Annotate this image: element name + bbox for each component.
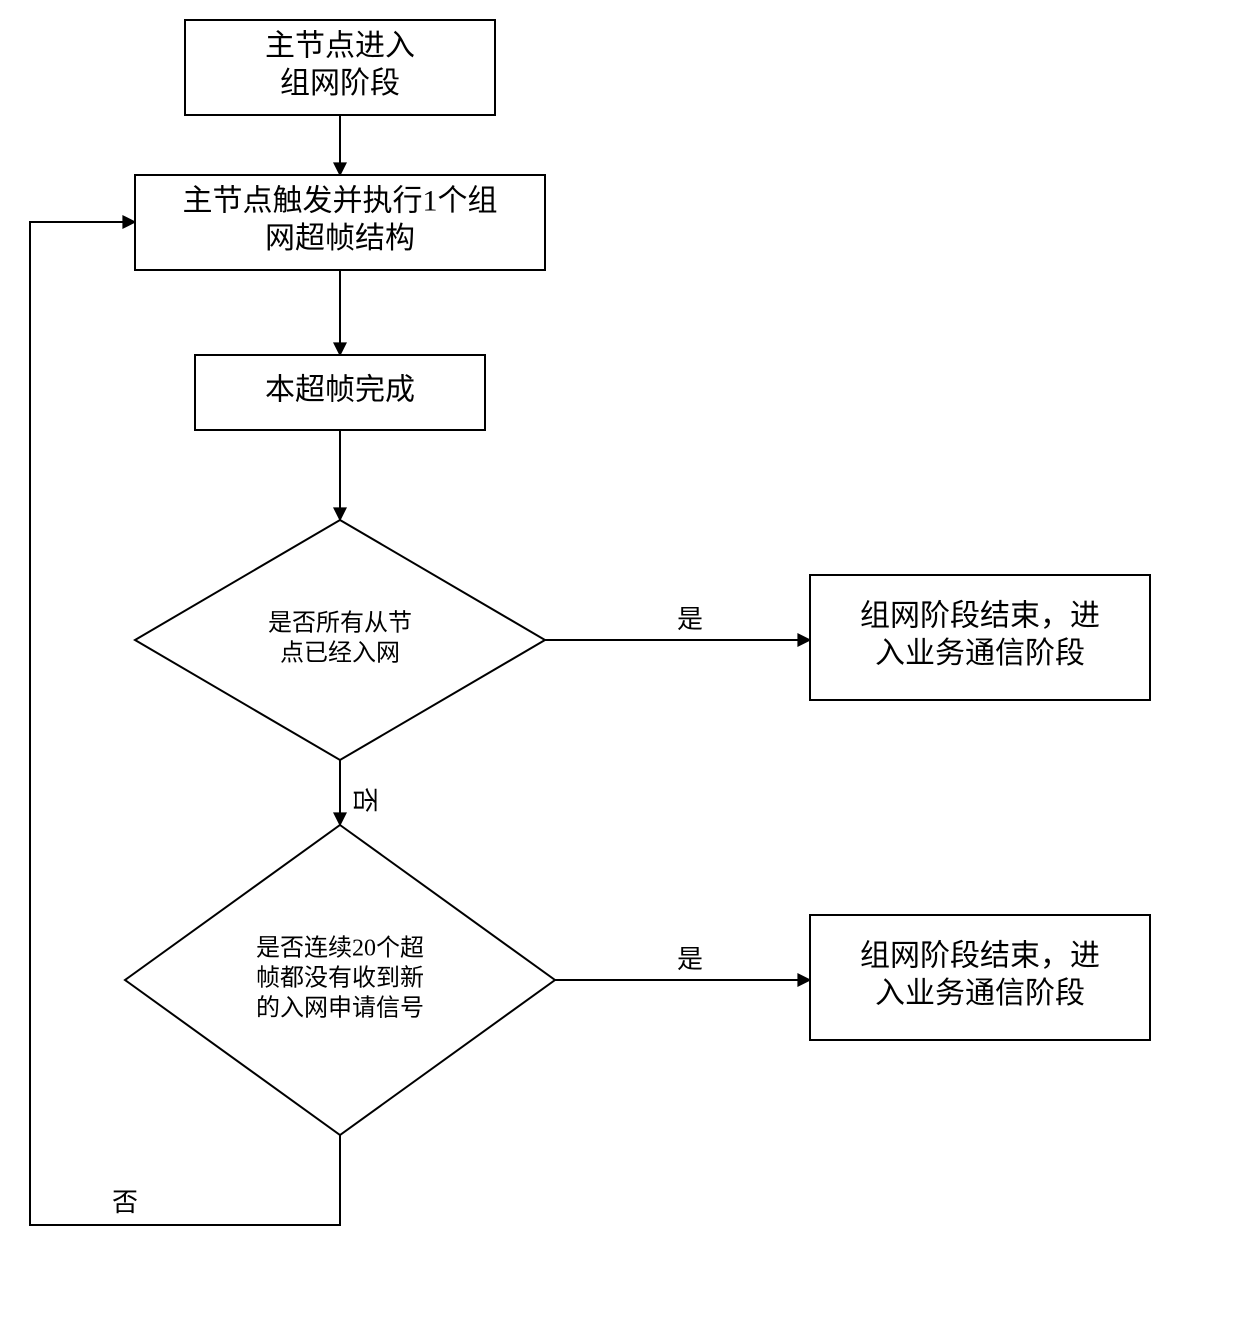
- node-start-line-0: 主节点进入: [265, 30, 415, 63]
- node-d1-line-1: 点已经入网: [280, 640, 400, 667]
- e-d1-d2-label: 否: [350, 787, 379, 813]
- node-start-line-1: 组网阶段: [280, 67, 400, 100]
- node-out2-line-0: 组网阶段结束，进: [860, 940, 1100, 973]
- e-d1-out1-label: 是: [677, 605, 703, 634]
- node-d2-line-1: 帧都没有收到新: [256, 965, 424, 992]
- node-d2-line-0: 是否连续20个超: [256, 935, 424, 962]
- node-done: 本超帧完成: [195, 355, 485, 430]
- e-d2-out2-label: 是: [677, 945, 703, 974]
- node-out1-line-1: 入业务通信阶段: [875, 637, 1085, 670]
- node-trigger-line-1: 网超帧结构: [265, 222, 415, 255]
- flowchart-canvas: 是否是否主节点进入组网阶段主节点触发并执行1个组网超帧结构本超帧完成是否所有从节…: [0, 0, 1240, 1327]
- node-trigger: 主节点触发并执行1个组网超帧结构: [135, 175, 545, 270]
- node-out2: 组网阶段结束，进入业务通信阶段: [810, 915, 1150, 1040]
- node-out1: 组网阶段结束，进入业务通信阶段: [810, 575, 1150, 700]
- e-d2-loop-label: 否: [112, 1188, 138, 1217]
- node-start: 主节点进入组网阶段: [185, 20, 495, 115]
- node-d1: 是否所有从节点已经入网: [135, 520, 545, 760]
- node-done-line-0: 本超帧完成: [265, 373, 415, 406]
- node-trigger-line-0: 主节点触发并执行1个组: [183, 185, 498, 218]
- node-out1-line-0: 组网阶段结束，进: [860, 600, 1100, 633]
- node-d2-line-2: 的入网申请信号: [256, 995, 424, 1022]
- node-d2: 是否连续20个超帧都没有收到新的入网申请信号: [125, 825, 555, 1135]
- node-d1-line-0: 是否所有从节: [268, 610, 412, 637]
- node-out2-line-1: 入业务通信阶段: [875, 977, 1085, 1010]
